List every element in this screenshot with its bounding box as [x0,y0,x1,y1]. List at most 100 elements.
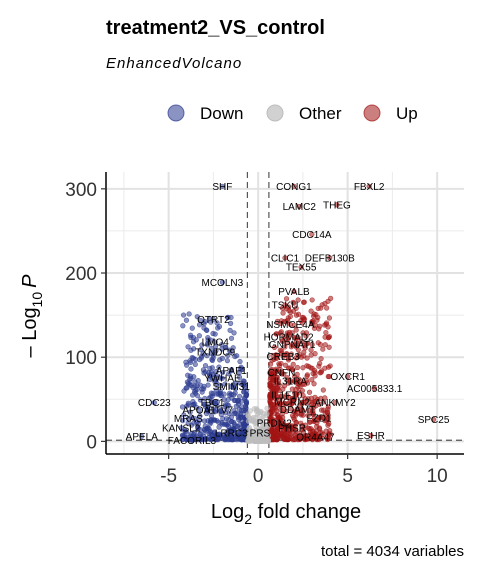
point-down [241,389,247,395]
point-up [267,381,273,387]
point-up [299,426,305,433]
point-up [318,368,325,374]
point-other [261,438,268,444]
point-up [322,322,328,328]
point-label-oxcr1: OXCR1 [330,372,365,383]
point-up [295,297,301,303]
point-spc25 [430,416,437,423]
point-smim31 [228,384,234,390]
point-up [275,435,281,441]
point-lmo4 [212,339,218,345]
point-down [195,424,201,430]
x-tick-label: 5 [342,466,353,487]
point-up [304,380,311,386]
point-down [221,397,227,403]
point-up [273,366,279,372]
chart-subtitle: EnhancedVolcano [106,55,242,72]
point-up [271,402,278,408]
background-points [179,295,334,444]
point-label-lamc2: LAMC2 [283,202,317,213]
point-cong1 [291,183,297,189]
point-up [322,395,328,401]
point-label-phsr: PHSR [278,423,306,434]
point-up [291,300,297,306]
point-up [303,432,309,439]
y-axis-ticks: 0 100 200 300 [65,180,106,453]
point-up [327,363,333,369]
point-qtrt2 [210,316,216,322]
x-axis-title-subscript: 2 [244,511,252,527]
point-creb3 [280,353,286,359]
point-label-lmo4: LMO4 [202,338,230,349]
point-label-ddamt: DDAMT [280,405,316,416]
point-other [253,423,259,430]
point-label-cong1: CONG1 [276,182,312,193]
point-up [291,436,297,442]
point-eshr [368,432,374,439]
point-down [212,409,218,415]
y-tick-label: 300 [65,180,97,201]
point-down [201,386,207,392]
point-down [228,314,234,321]
point-down [228,349,234,355]
point-down [231,330,237,336]
point-up [274,352,280,358]
point-up [318,356,324,362]
point-up [290,308,297,314]
point-down [190,392,196,398]
point-label-apaf1: APAF1 [216,366,247,377]
x-axis-title-main: Log [211,501,244,523]
point-fbxl2 [366,183,372,189]
point-down [204,426,210,432]
point-up [303,333,309,339]
x-axis-title-rest: fold change [252,501,361,523]
point-down [205,382,211,388]
x-axis-title: Log2 fold change [211,501,361,527]
point-up [297,433,303,439]
point-label-pvalb: PVALB [278,287,310,298]
point-down [230,345,236,351]
point-down [197,397,203,403]
point-down [184,362,190,368]
point-down [234,353,240,359]
point-label-prdm2: PRDM2 [257,418,292,429]
point-other [264,405,270,412]
point-etv7 [217,407,224,413]
point-up [284,375,290,381]
point-down [216,434,222,440]
point-down [193,337,199,343]
point-down [238,428,244,434]
point-down [181,412,187,418]
point-up [312,351,318,357]
y-axis-title-variable: P [19,274,41,288]
point-up [271,344,278,350]
point-ddamt [294,406,301,412]
point-label-or4a47: OR4A47 [296,433,335,444]
point-up [274,318,281,324]
point-down [190,355,196,361]
point-down [216,364,222,370]
point-up [309,297,315,303]
point-up [283,408,290,415]
point-label-cdc14a: CDC14A [292,230,332,241]
point-down [212,429,218,435]
chart-title: treatment2_VS_control [106,17,325,39]
point-up [292,379,298,385]
point-up [279,420,285,426]
point-tsku [282,302,288,308]
point-other [246,424,253,431]
point-down [215,391,221,397]
point-down [183,385,189,391]
point-down [187,409,193,415]
point-up [281,383,288,389]
point-label-cdc23: CDC23 [138,398,171,409]
legend-label-down: Down [200,104,243,123]
point-down [229,395,235,401]
point-il31ra [287,378,293,384]
point-down [241,423,248,429]
point-down [188,347,194,353]
point-down [198,347,204,353]
point-other [245,418,252,424]
point-down [228,320,234,326]
point-up [291,334,298,341]
